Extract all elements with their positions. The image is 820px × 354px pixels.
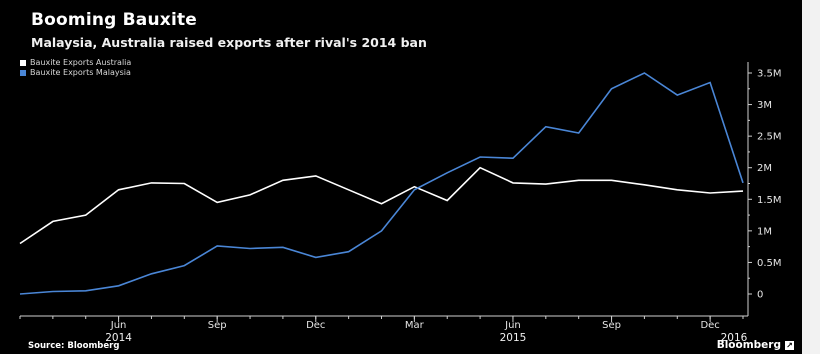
series-line-australia (19, 166, 744, 245)
y-tick-label: 3.5M (757, 69, 782, 80)
x-tick-label: Mar (405, 320, 425, 331)
chart-legend: Bauxite Exports Australia Bauxite Export… (20, 58, 131, 78)
brand-name: Bloomberg (716, 339, 781, 351)
bloomberg-square-icon: ↗ (785, 340, 794, 350)
x-tick-label: Jun (110, 320, 127, 331)
y-tick-label: 2.5M (757, 132, 782, 143)
legend-label-australia: Bauxite Exports Australia (30, 58, 132, 67)
label-layer: 0 0.5M 1M 1.5M 2M 2.5M 3M 3.5M Jun Sep Dec Mar Jun Se… (105, 69, 781, 345)
source-note: Source: Bloomberg (28, 341, 120, 351)
x-year-label: 2016 (721, 332, 748, 344)
y-tick-label: 3M (757, 100, 772, 111)
x-year-label: 2014 (105, 332, 132, 344)
bloomberg-logo: Bloomberg ↗ (717, 339, 794, 351)
series-layer (19, 72, 744, 295)
chart-subtitle: Malaysia, Australia raised exports after… (31, 35, 427, 50)
chart-title: Booming Bauxite (31, 10, 198, 30)
y-tick-label: 1M (757, 226, 772, 237)
x-tick-label: Sep (208, 320, 227, 331)
right-margin (802, 0, 820, 354)
legend-item-malaysia: Bauxite Exports Malaysia (20, 68, 131, 78)
line-chart: 0 0.5M 1M 1.5M 2M 2.5M 3M 3.5M Jun Sep Dec Mar Jun Se… (19, 62, 782, 345)
x-year-label: 2015 (500, 332, 527, 344)
x-tick-label: Sep (602, 320, 621, 331)
x-tick-label: Dec (306, 320, 325, 331)
y-tick-label: 1.5M (757, 195, 782, 206)
x-tick-label: Jun (504, 320, 521, 331)
legend-swatch-malaysia (20, 70, 26, 76)
y-tick-label: 2M (757, 163, 772, 174)
chart-frame: Booming Bauxite Malaysia, Australia rais… (0, 0, 802, 354)
legend-label-malaysia: Bauxite Exports Malaysia (30, 68, 131, 77)
x-tick-label: Dec (700, 320, 719, 331)
axis-layer (19, 62, 752, 322)
legend-swatch-australia (20, 60, 26, 66)
y-tick-label: 0.5M (757, 258, 782, 269)
legend-item-australia: Bauxite Exports Australia (20, 58, 131, 68)
series-line-malaysia (19, 72, 744, 295)
y-tick-label: 0 (757, 290, 763, 301)
